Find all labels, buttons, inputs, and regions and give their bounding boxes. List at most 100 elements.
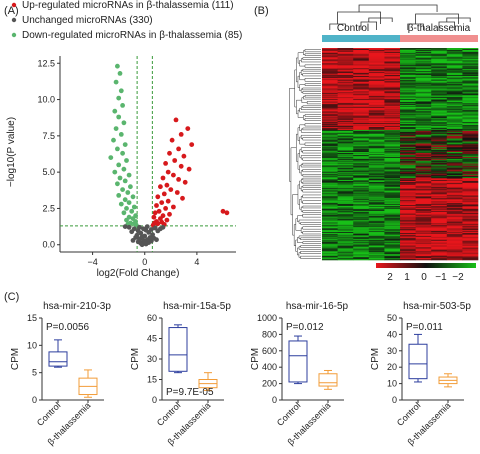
heatmap-cell	[415, 164, 432, 166]
heatmap-cell	[462, 117, 479, 119]
heatmap-cell	[400, 217, 416, 219]
heatmap-cell	[431, 253, 448, 255]
heatmap-cell	[431, 210, 448, 213]
heatmap-cell	[337, 88, 354, 90]
volcano-legend: Up-regulated microRNAs in β-thalassemia …	[11, 0, 242, 41]
category-label: Control	[275, 400, 303, 428]
heatmap-cell	[400, 108, 416, 110]
up-point	[152, 210, 158, 216]
heatmap-cell	[322, 58, 338, 60]
heatmap-cell	[353, 242, 370, 244]
heatmap-cell	[384, 71, 401, 73]
unchanged-point	[160, 224, 166, 230]
heatmap-cell	[353, 64, 370, 66]
heatmap-cell	[322, 217, 338, 219]
heatmap-cell	[337, 200, 354, 202]
heatmap-cell	[415, 133, 432, 136]
heatmap-cell	[431, 56, 448, 58]
heatmap-cell	[337, 90, 354, 92]
heatmap-cell	[431, 117, 448, 119]
heatmap-cell	[462, 53, 479, 56]
heatmap-cell	[400, 226, 416, 228]
heatmap-cell	[368, 196, 385, 198]
heatmap-cell	[431, 136, 448, 138]
heatmap-cell	[431, 257, 448, 259]
heatmap-cell	[322, 242, 338, 244]
heatmap-cell	[337, 81, 354, 83]
heatmap-cell	[337, 184, 354, 187]
heatmap-cell	[462, 143, 479, 145]
heatmap-cell	[322, 204, 338, 206]
heatmap-cell	[431, 179, 448, 181]
up-point	[163, 206, 169, 211]
heatmap-cell	[368, 195, 385, 197]
heatmap-cell	[400, 173, 416, 175]
heatmap-cell	[415, 121, 432, 123]
heatmap-cell	[322, 141, 338, 143]
heatmap-cell	[384, 177, 401, 179]
heatmap-cell	[353, 59, 370, 61]
heatmap-cell	[415, 132, 432, 135]
heatmap-cell	[462, 110, 479, 112]
heatmap-cell	[431, 151, 448, 153]
heatmap-cell	[337, 185, 354, 188]
heatmap-cell	[415, 213, 432, 216]
heatmap-cell	[353, 155, 370, 158]
heatmap-cell	[322, 57, 338, 59]
heatmap-cell	[337, 192, 354, 194]
heatmap-cell	[337, 233, 354, 236]
heatmap-cell	[462, 230, 479, 232]
heatmap-cell	[384, 73, 401, 75]
heatmap-cell	[462, 136, 479, 138]
boxplot-y-axis-label: CPM	[10, 348, 21, 370]
group-label-0: Control	[337, 23, 369, 34]
heatmap-cell	[368, 51, 385, 54]
heatmap-cell	[462, 115, 479, 117]
heatmap-cell	[400, 130, 416, 133]
heatmap-cell	[446, 67, 463, 69]
heatmap-cell	[322, 109, 338, 111]
heatmap-cell	[462, 179, 479, 181]
heatmap-cell	[384, 105, 401, 108]
down-point	[124, 206, 129, 211]
heatmap-cell	[431, 84, 448, 86]
heatmap-cell	[400, 240, 416, 242]
heatmap-cell	[446, 225, 463, 227]
heatmap-cell	[337, 152, 354, 154]
heatmap-cell	[337, 54, 354, 57]
heatmap-cell	[462, 80, 479, 83]
heatmap-cell	[368, 79, 385, 82]
heatmap-cell	[384, 254, 401, 256]
heatmap-cell	[446, 126, 463, 128]
heatmap-cell	[446, 247, 463, 249]
heatmap-cell	[415, 138, 432, 140]
heatmap-cell	[431, 169, 448, 171]
heatmap-cell	[431, 55, 448, 57]
heatmap-cell	[322, 75, 338, 78]
heatmap-cell	[384, 145, 401, 147]
heatmap-cell	[322, 229, 338, 231]
row-dendrogram	[289, 49, 321, 259]
down-point	[116, 95, 122, 101]
heatmap-cell	[400, 94, 416, 96]
heatmap-cell	[431, 187, 448, 189]
heatmap-cell	[462, 241, 479, 243]
heatmap-cell	[337, 128, 354, 131]
heatmap-cell	[368, 176, 385, 178]
heatmap-cell	[353, 210, 370, 213]
heatmap-cell	[462, 74, 479, 76]
heatmap-cell	[384, 58, 401, 60]
heatmap-cell	[337, 74, 354, 76]
heatmap-cell	[368, 153, 385, 155]
heatmap-cell	[384, 131, 401, 134]
heatmap-cell	[446, 130, 463, 133]
heatmap-cell	[337, 151, 354, 153]
heatmap-cell	[400, 105, 416, 108]
heatmap-cell	[384, 180, 401, 183]
heatmap-cell	[368, 107, 385, 110]
heatmap-cell	[462, 218, 479, 220]
heatmap-cell	[415, 181, 432, 184]
heatmap-cell	[337, 208, 354, 211]
heatmap-cell	[400, 182, 416, 185]
heatmap-cell	[368, 217, 385, 219]
